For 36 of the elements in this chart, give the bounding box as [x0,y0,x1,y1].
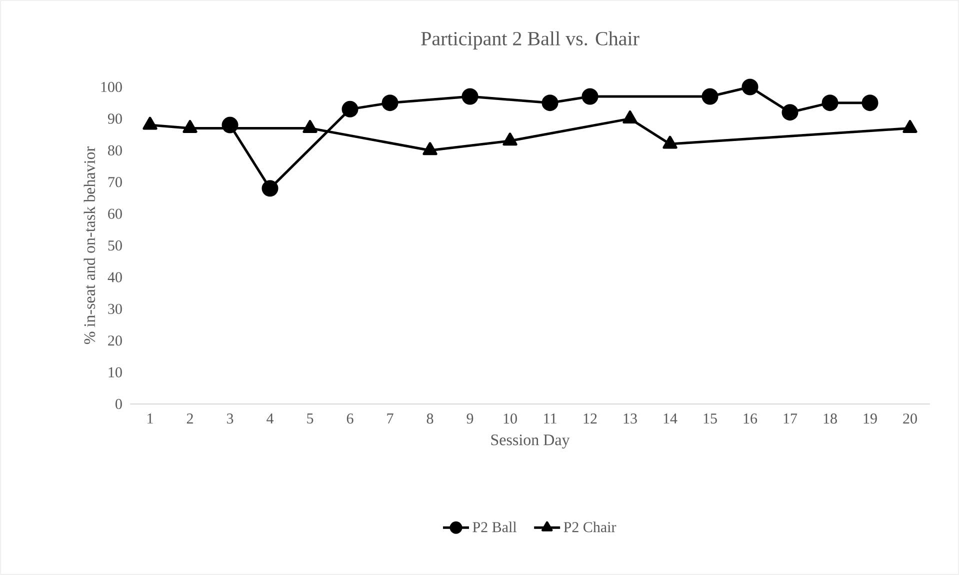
y-axis-title: % in-seat and on-task behavior [84,146,96,344]
x-tick-label: 12 [584,414,597,424]
x-tick-label: 9 [466,414,474,424]
x-tick-label: 10 [504,414,517,424]
x-tick-label: 13 [624,414,637,424]
y-tick-label: 10 [108,367,122,378]
x-tick-label: 17 [784,414,798,424]
y-tick-label: 30 [108,304,122,314]
y-tick-label: 0 [116,398,122,410]
x-tick-label: 20 [903,414,917,424]
y-tick-label: 80 [108,145,122,156]
x-tick-label: 19 [864,414,877,424]
x-tick-label: 5 [307,414,314,424]
x-tick-label: 7 [387,414,394,424]
y-tick-label: 20 [108,336,122,346]
y-tick-label: 60 [108,208,122,219]
x-tick-label: 18 [824,414,837,424]
y-tick-label: 100 [101,82,122,92]
x-axis-title: Session Day [491,434,570,449]
x-tick-label: 2 [186,414,193,424]
x-tick-label: 6 [346,414,354,424]
x-tick-label: 15 [704,414,717,424]
x-tick-label: 3 [226,414,234,424]
x-tick-label: 11 [544,414,556,424]
x-tick-label: 4 [266,414,274,424]
x-tick-label: 14 [664,414,678,424]
chart-title: Participant 2 Ball vs. Chair [421,31,640,50]
y-tick-label: 90 [108,114,122,124]
y-tick-label: 70 [108,177,122,188]
x-tick-label: 8 [426,414,434,424]
y-tick-label: 50 [108,240,122,251]
x-tick-label: 1 [148,414,153,424]
x-tick-label: 16 [744,414,758,424]
legend-label: P2 Chair [564,522,616,532]
y-tick-label: 40 [108,272,122,282]
legend-label: P2 Ball [472,522,517,532]
